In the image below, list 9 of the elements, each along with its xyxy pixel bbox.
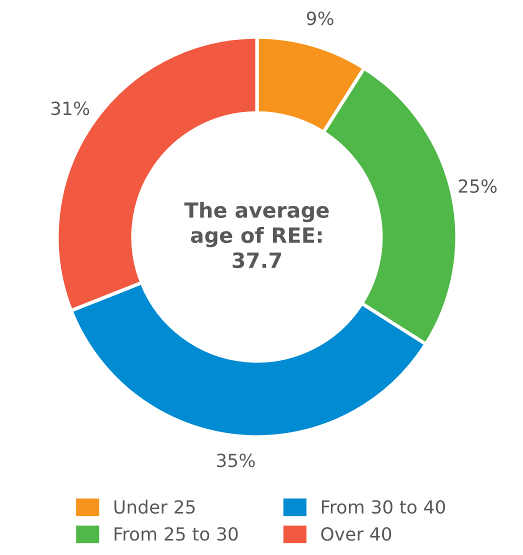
legend-label: From 25 to 30 — [114, 527, 238, 541]
data-label: 31% — [51, 102, 90, 116]
data-label: 35% — [217, 454, 255, 468]
legend-label: Over 40 — [321, 527, 392, 541]
legend-label: From 30 to 40 — [322, 500, 446, 514]
data-label: 25% — [458, 179, 497, 193]
legend-label: Under 25 — [114, 500, 195, 514]
text: The average age of REE: 37.7 — [184, 202, 329, 268]
data-label: 9% — [306, 12, 334, 26]
